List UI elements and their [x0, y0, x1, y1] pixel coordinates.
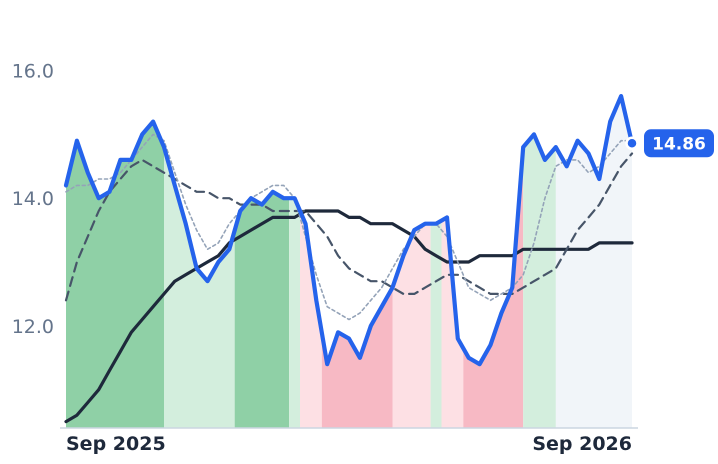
band-weak-up-1: [164, 96, 235, 428]
last-value-badge: [644, 129, 714, 158]
band-strong-down-9: [463, 96, 524, 428]
last-value-marker: 14.86: [625, 129, 714, 158]
x-tick-label-sep-2026: Sep 2026: [532, 433, 632, 455]
last-value-label: 14.86: [652, 134, 706, 154]
series-line-ma-short: [65, 133, 633, 321]
band-weak-up-10: [523, 96, 556, 428]
band-weak-up-3: [289, 96, 300, 428]
series-line-price: [63, 94, 635, 367]
series-line-ma-long: [64, 209, 634, 424]
band-strong-up-2: [234, 96, 290, 428]
y-tick-label-16: 16.0: [12, 61, 54, 83]
band-strong-down-5: [321, 96, 393, 428]
band-weak-down-8: [441, 96, 464, 428]
band-weak-up-7: [430, 96, 442, 428]
x-tick-label-sep-2025: Sep 2025: [66, 433, 166, 455]
band-neutral-11: [555, 96, 632, 428]
last-value-dot: [625, 136, 639, 151]
regime-bands: [66, 96, 632, 428]
y-tick-label-12: 12.0: [12, 316, 54, 338]
band-strong-up-0: [66, 96, 164, 428]
y-tick-label-14: 14.0: [12, 188, 54, 210]
series-line-ma-mid: [64, 152, 634, 302]
series-lines: [63, 94, 635, 424]
